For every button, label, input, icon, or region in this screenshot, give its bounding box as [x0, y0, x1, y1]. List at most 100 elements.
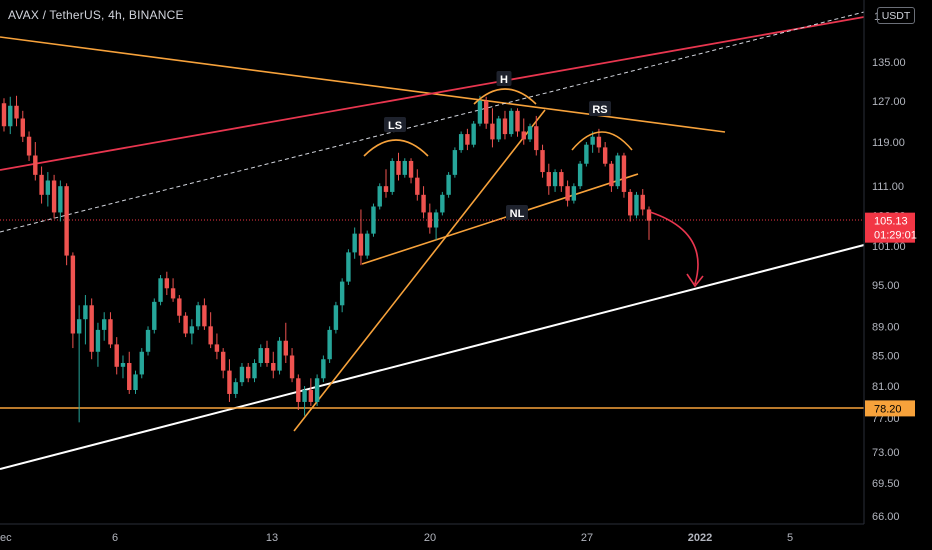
candle [170, 278, 176, 302]
time-tick-label: 6 [112, 532, 118, 544]
pattern-label-text: LS [388, 120, 402, 132]
candle [383, 169, 389, 198]
candle-body [590, 136, 595, 145]
candle [352, 227, 357, 259]
candle [602, 142, 608, 167]
candle-body [271, 363, 276, 371]
candle [534, 115, 539, 156]
dashed-channel-line [0, 11, 865, 233]
candle-body [127, 363, 132, 391]
candle-body [239, 366, 245, 383]
pattern-label-text: RS [592, 104, 607, 116]
candle [133, 370, 138, 394]
candle-body [158, 278, 163, 302]
candle-body [170, 288, 176, 299]
candle [333, 301, 339, 334]
candle-body [490, 123, 495, 140]
candle-body [646, 209, 652, 221]
candle-body [640, 194, 645, 210]
pattern-label-text: H [500, 74, 508, 86]
candle-body [427, 212, 433, 228]
price-tick-label: 73.00 [872, 447, 900, 459]
candle [76, 305, 82, 423]
candle-body [145, 329, 151, 352]
candle [527, 123, 533, 143]
candle [546, 163, 552, 195]
candle [559, 169, 564, 192]
candle [628, 189, 633, 222]
candle [321, 355, 326, 383]
candle [64, 183, 69, 266]
candle-body [152, 301, 157, 330]
candle [402, 158, 407, 178]
pattern-label-nl: NL [506, 205, 528, 220]
candle-body [177, 298, 182, 316]
candle [264, 340, 270, 367]
support-level-label: 78.20 [865, 400, 915, 417]
candle [177, 295, 182, 323]
candle [8, 96, 13, 135]
candle-body [540, 150, 545, 173]
candle [358, 209, 364, 266]
price-tick-label: 85.00 [872, 350, 900, 362]
candle [433, 209, 439, 240]
candle-body [195, 305, 201, 327]
candle [183, 312, 188, 338]
current-price-bg [865, 212, 915, 243]
candle-body [458, 134, 464, 151]
price-tick-label: 119.00 [872, 137, 905, 149]
candle [208, 312, 213, 349]
candle-body [120, 363, 126, 367]
candle-body [308, 390, 314, 402]
time-tick-label: ec [0, 532, 12, 544]
candle [314, 374, 320, 406]
candle-body [95, 329, 101, 352]
candle [339, 278, 345, 313]
pattern-label-ls: LS [384, 117, 406, 132]
candle [296, 374, 301, 411]
candle [101, 312, 107, 341]
current-price-label: 105.13 01:29:01 [865, 212, 917, 243]
candle-body [365, 233, 370, 256]
candle-body [527, 126, 533, 140]
candle [83, 295, 88, 345]
candle [139, 348, 144, 379]
projection-arrow [649, 211, 699, 285]
candle [390, 158, 395, 195]
candle [114, 337, 119, 375]
symbol-title: AVAX / TetherUS, 4h, BINANCE [8, 8, 184, 22]
price-tick-label: 101.00 [872, 241, 906, 253]
candle [20, 110, 25, 143]
pattern-label-h: H [496, 71, 512, 86]
candle-body [377, 186, 382, 207]
candle-body [634, 194, 639, 216]
candle-body [515, 110, 520, 132]
candle-body [252, 363, 257, 379]
pattern-label-bg [384, 117, 406, 132]
candle [220, 348, 226, 379]
candle [427, 203, 433, 234]
candle [202, 298, 207, 330]
candle [496, 115, 501, 143]
candle [615, 152, 620, 190]
candle-body [70, 255, 76, 334]
candle [233, 378, 238, 398]
candle [346, 249, 351, 285]
candle-body [220, 351, 226, 371]
price-tick-label: 95.00 [872, 280, 900, 292]
candle-body [264, 348, 270, 364]
candle [490, 108, 495, 148]
candle-body [421, 194, 426, 213]
candle-body [339, 281, 345, 306]
candle [584, 142, 589, 167]
candle-body [534, 126, 539, 151]
candle-body [202, 305, 207, 327]
currency-button[interactable]: USDT [877, 7, 915, 24]
time-tick-label: 20 [424, 532, 436, 544]
candle [89, 298, 94, 360]
candle-body [51, 180, 57, 213]
candle-body [26, 136, 32, 156]
candle-body [496, 118, 501, 140]
candle [189, 319, 195, 345]
